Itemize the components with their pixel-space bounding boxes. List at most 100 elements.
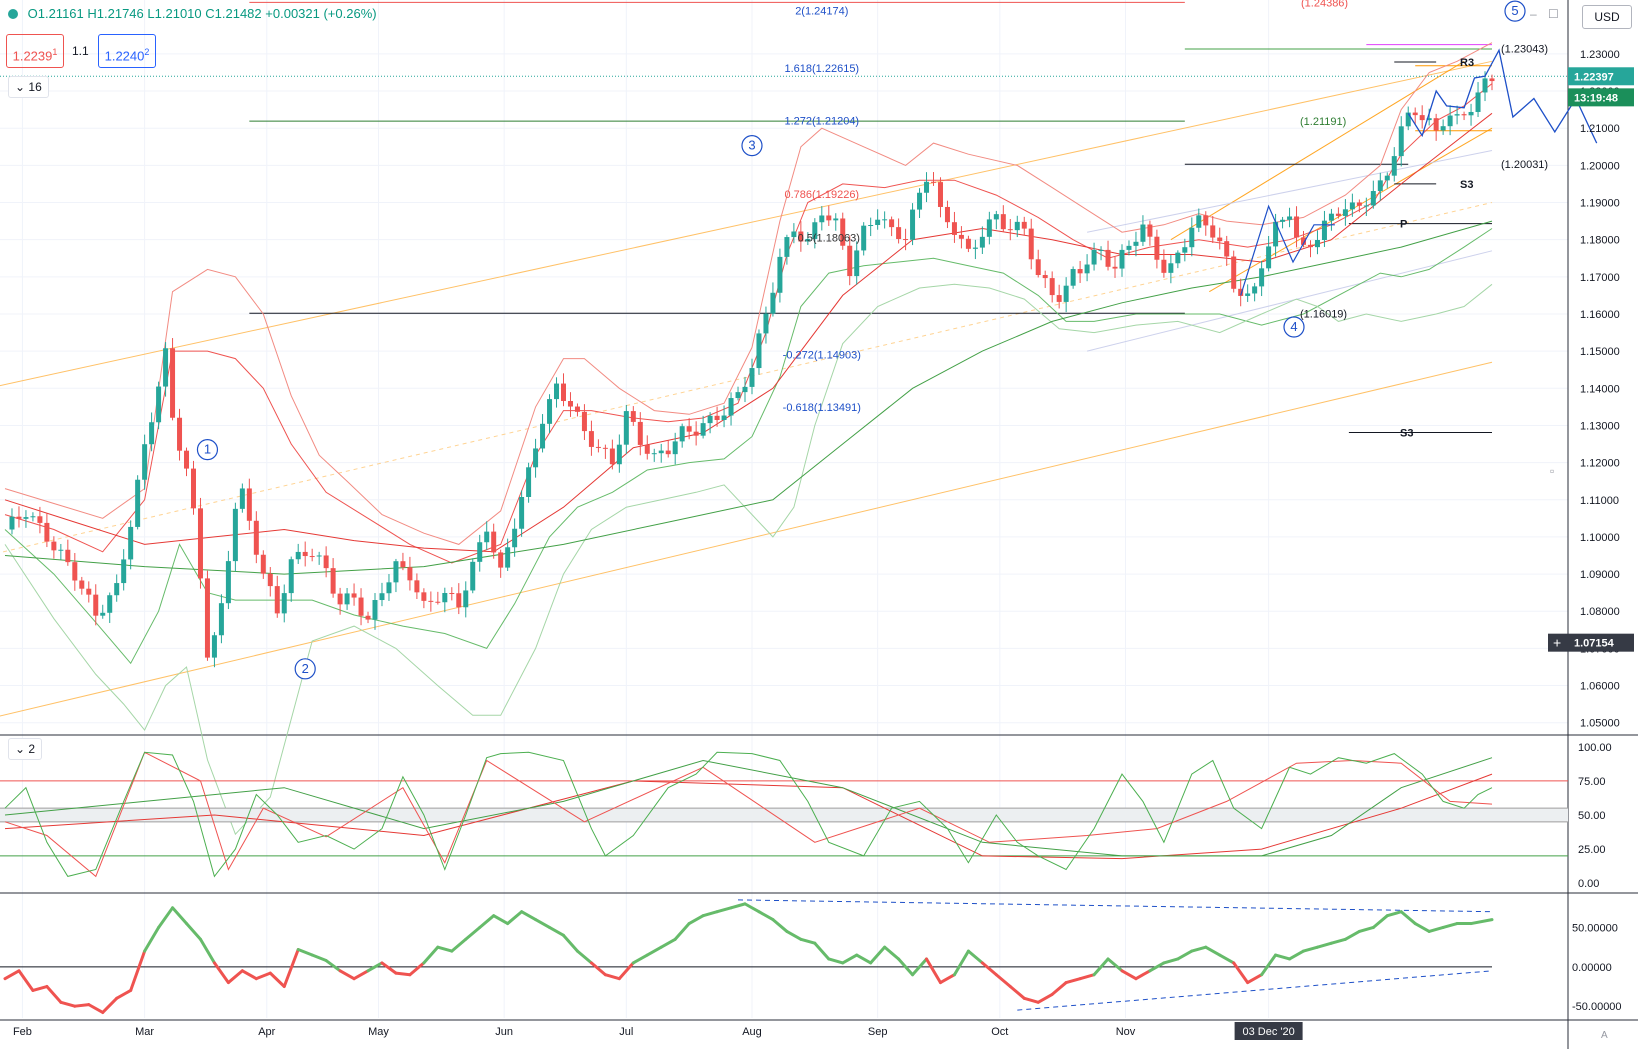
ohlc-low: L1.21010 [147, 6, 202, 21]
candle-body [1489, 78, 1495, 82]
candle-body [1154, 236, 1160, 260]
candle-body [805, 238, 811, 242]
candle-body [197, 508, 203, 579]
candle-body [630, 411, 636, 422]
momentum-segment [1022, 996, 1040, 1004]
candle-body [560, 383, 566, 402]
candle-body [16, 516, 22, 519]
y-tick-label: 1.20000 [1580, 160, 1620, 172]
candle-body [449, 593, 455, 595]
crosshair-plus-icon: + [1553, 635, 1561, 651]
candle-body [693, 431, 699, 436]
candle-body [323, 555, 329, 569]
momentum-segment [561, 933, 579, 953]
candle-body [184, 450, 190, 469]
candle-body [239, 488, 245, 509]
candle-body [421, 592, 427, 601]
candle-body [44, 522, 50, 542]
momentum-segment [687, 914, 705, 926]
candle-body [616, 444, 622, 465]
momentum-segment [380, 961, 398, 975]
candle-body [951, 222, 957, 235]
buy-price-pip: 2 [144, 47, 150, 57]
candle-body [1231, 256, 1237, 289]
momentum-segment [1204, 945, 1222, 957]
candle-body [149, 422, 155, 445]
candle-body [526, 467, 532, 497]
candle-body [965, 238, 971, 249]
candle-body [1056, 295, 1062, 302]
candle-body [365, 615, 371, 620]
currency-button[interactable]: USD [1582, 5, 1632, 29]
candle-body [581, 411, 587, 432]
candle-body [225, 561, 231, 604]
candle-body [351, 593, 357, 598]
x-tick-label: Aug [742, 1026, 762, 1038]
y-tick-label: 1.06000 [1580, 681, 1620, 693]
candle-body [337, 593, 343, 605]
candle-body [958, 234, 964, 239]
fib-label: 1.618(1.22615) [784, 63, 859, 75]
stoch-avg-green-line [4, 757, 1493, 857]
candle-body [609, 448, 615, 465]
candle-body [372, 600, 378, 620]
sell-button[interactable]: 1.22391 [6, 34, 64, 68]
pivot-label: R3 [1460, 57, 1474, 69]
x-tick-label: Sep [868, 1026, 888, 1038]
candle-body [540, 423, 546, 449]
momentum-segment [478, 914, 496, 929]
oscillator-collapse-button[interactable]: ⌄ 2 [8, 738, 43, 760]
fib-label: -0.272(1.14903) [783, 350, 861, 362]
chevron-down-icon: ⌄ [15, 80, 26, 94]
momentum-segment [143, 925, 161, 953]
candle-body [595, 446, 601, 448]
candle-body [30, 516, 36, 518]
candle-body [79, 580, 85, 589]
x-tick-label: Apr [258, 1026, 275, 1038]
candle-body [1328, 213, 1334, 221]
fib-label: 2(1.24174) [795, 5, 848, 17]
candle-body [882, 219, 888, 221]
wave-circle [741, 135, 763, 157]
candle-body [917, 192, 923, 210]
y-tick-label: 1.10000 [1580, 532, 1620, 544]
candle-body [910, 209, 916, 240]
candle-body [93, 594, 99, 616]
grid-lines [0, 0, 1568, 1018]
buy-button[interactable]: 1.22402 [98, 34, 156, 68]
candle-body [1273, 221, 1279, 247]
axes: 1.230001.220001.210001.200001.190001.180… [13, 49, 1634, 1040]
candle-body [833, 218, 839, 221]
momentum-segment [966, 949, 984, 965]
momentum-segment [994, 973, 1012, 989]
level-label: (1.20031) [1501, 159, 1548, 171]
price-label-bg [1568, 67, 1634, 86]
candle-body [812, 222, 818, 239]
momentum-segment [115, 988, 133, 1000]
momentum-segment [366, 961, 384, 973]
momentum-segment [1329, 937, 1347, 945]
candle-body [972, 247, 978, 249]
candle-body [944, 206, 950, 223]
indicator-collapse-button[interactable]: ⌄ 16 [8, 76, 49, 98]
sell-price: 1.2239 [12, 48, 53, 64]
collapse-icon[interactable]: – [1530, 7, 1537, 21]
momentum-segment [1036, 992, 1054, 1004]
candle-body [735, 392, 741, 399]
candle-body [1342, 209, 1348, 216]
momentum-segment [1190, 945, 1208, 953]
fib-label: 0.786(1.19226) [784, 189, 859, 201]
candle-body [246, 488, 252, 521]
wave-circle [294, 658, 316, 680]
ohlc-change: +0.00321 (+0.26%) [265, 6, 377, 21]
candle-body [1412, 112, 1418, 116]
candle-body [1405, 112, 1411, 127]
candle-body [700, 423, 706, 436]
momentum-segment [548, 925, 565, 937]
maximize-icon[interactable]: ☐ [1548, 7, 1559, 21]
grey-trend-line [1086, 149, 1493, 233]
auto-scale-icon[interactable]: A [1601, 1030, 1608, 1041]
momentum-segment [1162, 957, 1180, 965]
pane-settings-icon[interactable]: ▫ [1550, 464, 1555, 478]
candle-body [1287, 216, 1293, 220]
